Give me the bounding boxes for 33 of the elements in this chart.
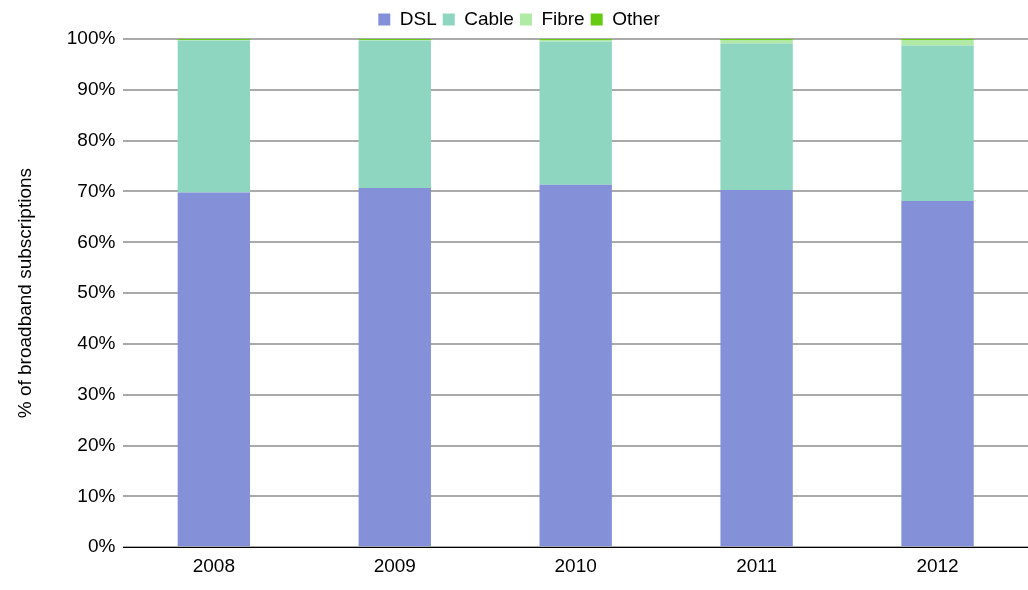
x-tick-label: 2008 <box>192 554 235 576</box>
bar <box>539 184 612 547</box>
bar <box>358 40 431 188</box>
y-tick-label: 80% <box>77 128 116 150</box>
legend-label: Fibre <box>541 7 585 29</box>
x-tick-label: 2011 <box>736 554 778 576</box>
y-tick-label: 90% <box>77 78 116 100</box>
y-tick-label: 0% <box>87 535 116 557</box>
legend-label: Other <box>612 7 661 29</box>
bar <box>358 187 431 547</box>
x-tick-label: 2010 <box>554 554 597 576</box>
y-tick-label: 100% <box>66 27 116 49</box>
bar <box>901 45 974 202</box>
y-tick-label: 60% <box>77 230 116 252</box>
bar <box>901 40 974 46</box>
y-tick-label: 10% <box>77 484 116 506</box>
y-tick-label: 70% <box>77 179 116 201</box>
bar <box>720 43 793 190</box>
y-tick-label: 30% <box>77 382 116 404</box>
y-tick-label: 50% <box>77 281 116 303</box>
x-tick-label: 2009 <box>373 554 416 576</box>
legend-label: Cable <box>464 7 514 29</box>
bar <box>177 192 251 547</box>
bar <box>177 40 251 193</box>
y-axis-title: % of broadband subscriptions <box>13 167 35 419</box>
bar <box>539 41 612 185</box>
bar <box>901 201 974 547</box>
x-tick-label: 2012 <box>916 554 959 576</box>
y-tick-label: 20% <box>77 433 116 455</box>
bar <box>720 189 793 547</box>
bar <box>720 40 793 44</box>
y-tick-label: 40% <box>77 332 116 354</box>
legend-label: DSL <box>399 7 437 29</box>
